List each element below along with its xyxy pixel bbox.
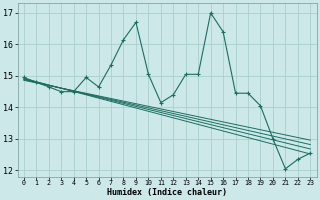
X-axis label: Humidex (Indice chaleur): Humidex (Indice chaleur) xyxy=(107,188,227,197)
